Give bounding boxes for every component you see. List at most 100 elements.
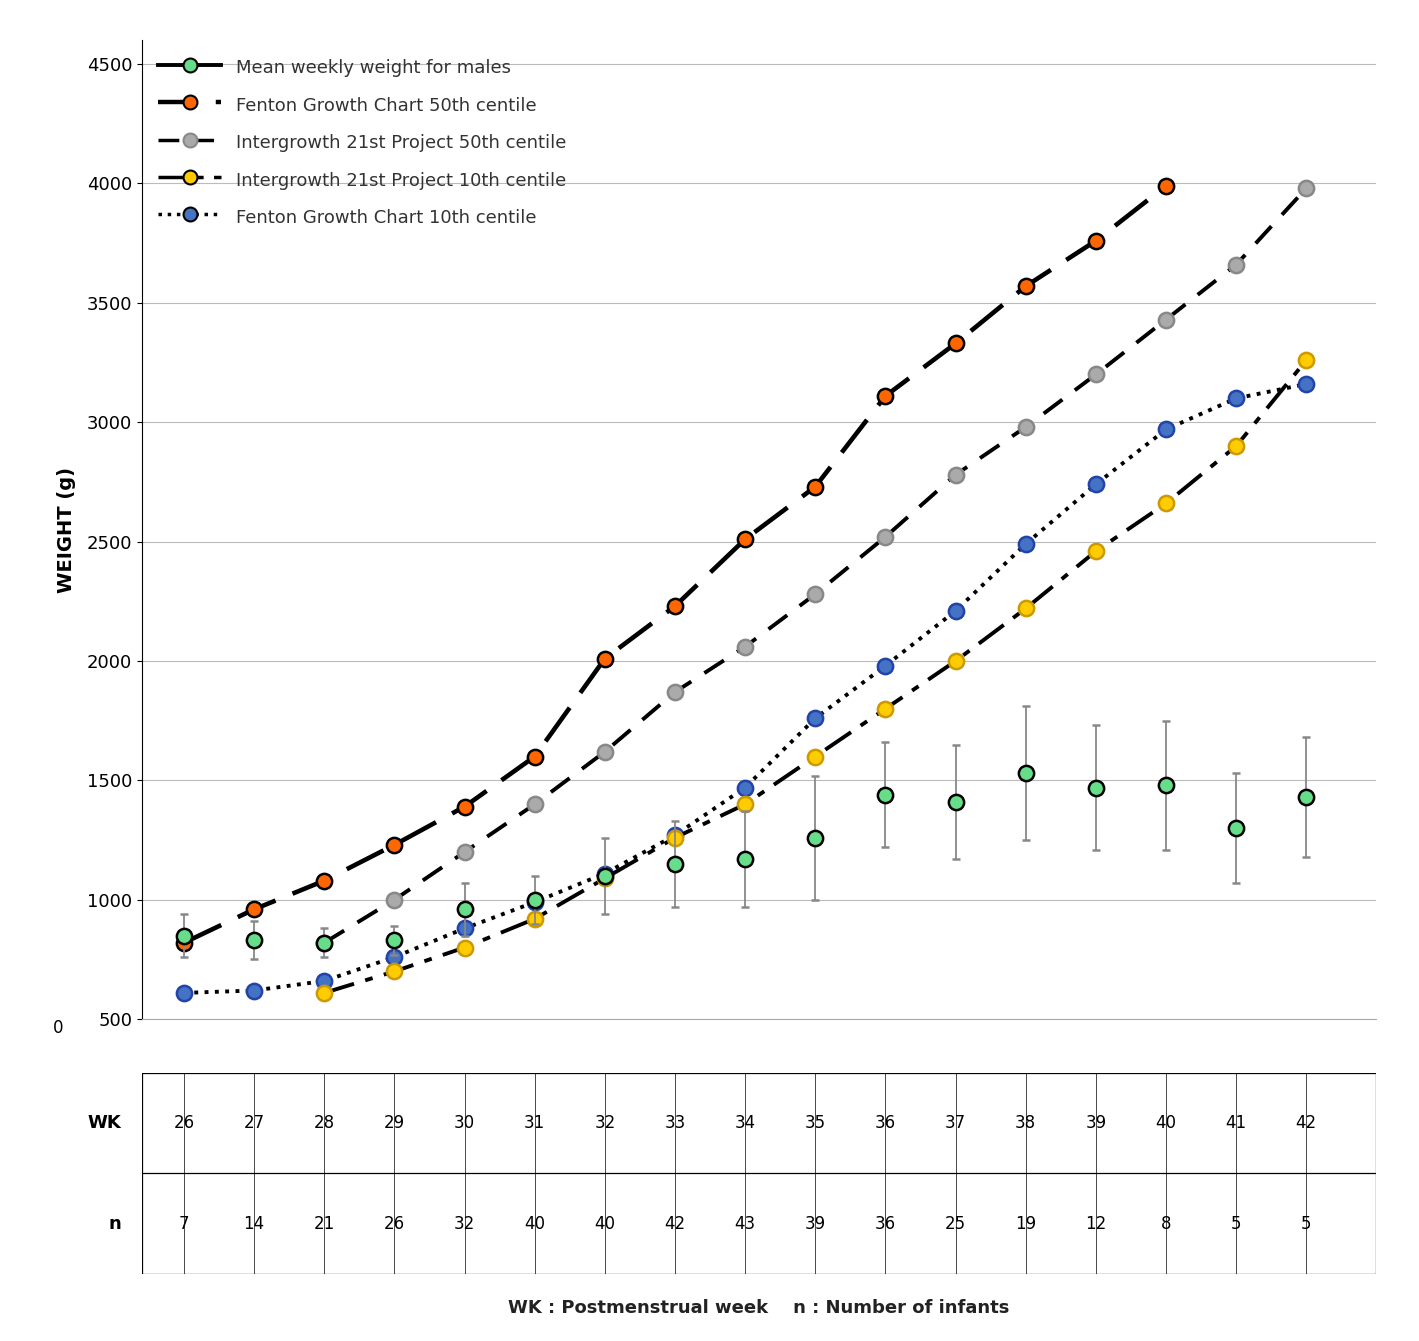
Fenton Growth Chart 50th centile	[807, 479, 824, 495]
Text: 12: 12	[1086, 1215, 1107, 1232]
Text: 19: 19	[1015, 1215, 1036, 1232]
Text: WK: WK	[87, 1114, 121, 1132]
Fenton Growth Chart 10th centile	[596, 865, 613, 881]
Fenton Growth Chart 50th centile	[245, 901, 263, 917]
Text: 32: 32	[595, 1114, 616, 1132]
Text: 36: 36	[876, 1215, 895, 1232]
Intergrowth 21st Project 50th centile	[946, 467, 964, 483]
Fenton Growth Chart 10th centile	[176, 984, 193, 1000]
Text: 26: 26	[173, 1114, 194, 1132]
Text: 41: 41	[1226, 1114, 1247, 1132]
Text: 42: 42	[1296, 1114, 1317, 1132]
Text: 0: 0	[53, 1019, 64, 1037]
Text: 39: 39	[805, 1215, 826, 1232]
Text: 38: 38	[1015, 1114, 1036, 1132]
Intergrowth 21st Project 10th centile	[316, 984, 333, 1000]
Fenton Growth Chart 50th centile	[596, 650, 613, 666]
Line: Fenton Growth Chart 50th centile: Fenton Growth Chart 50th centile	[176, 178, 1174, 951]
Fenton Growth Chart 50th centile	[1017, 278, 1034, 294]
Text: 39: 39	[1086, 1114, 1107, 1132]
Intergrowth 21st Project 10th centile	[455, 940, 473, 956]
Y-axis label: WEIGHT (g): WEIGHT (g)	[57, 467, 75, 593]
Text: 32: 32	[454, 1215, 475, 1232]
Fenton Growth Chart 10th centile	[1227, 390, 1244, 406]
Intergrowth 21st Project 10th centile	[596, 870, 613, 886]
Intergrowth 21st Project 50th centile	[667, 684, 684, 700]
Intergrowth 21st Project 50th centile	[1087, 366, 1104, 382]
Line: Intergrowth 21st Project 50th centile: Intergrowth 21st Project 50th centile	[316, 181, 1314, 951]
Intergrowth 21st Project 50th centile	[316, 935, 333, 951]
Fenton Growth Chart 50th centile	[455, 799, 473, 815]
Intergrowth 21st Project 10th centile	[526, 911, 543, 927]
Text: 42: 42	[664, 1215, 685, 1232]
Line: Intergrowth 21st Project 10th centile: Intergrowth 21st Project 10th centile	[316, 353, 1314, 1000]
Intergrowth 21st Project 10th centile	[1087, 543, 1104, 559]
Intergrowth 21st Project 10th centile	[667, 830, 684, 846]
Fenton Growth Chart 50th centile	[176, 935, 193, 951]
Intergrowth 21st Project 50th centile	[455, 843, 473, 860]
Intergrowth 21st Project 50th centile	[736, 638, 753, 654]
Text: 25: 25	[945, 1215, 966, 1232]
Intergrowth 21st Project 50th centile	[1298, 180, 1315, 196]
Text: 8: 8	[1161, 1215, 1171, 1232]
Fenton Growth Chart 10th centile	[667, 827, 684, 843]
Fenton Growth Chart 50th centile	[386, 837, 403, 853]
Fenton Growth Chart 10th centile	[946, 603, 964, 620]
Intergrowth 21st Project 10th centile	[1017, 601, 1034, 617]
Line: Fenton Growth Chart 10th centile: Fenton Growth Chart 10th centile	[176, 377, 1314, 1000]
Fenton Growth Chart 10th centile	[1298, 375, 1315, 392]
Text: 26: 26	[385, 1215, 404, 1232]
Text: 31: 31	[524, 1114, 545, 1132]
Fenton Growth Chart 50th centile	[1158, 178, 1175, 194]
Intergrowth 21st Project 50th centile	[596, 744, 613, 760]
Text: 21: 21	[314, 1215, 335, 1232]
Fenton Growth Chart 50th centile	[736, 531, 753, 547]
Fenton Growth Chart 10th centile	[877, 657, 894, 673]
Intergrowth 21st Project 10th centile	[736, 797, 753, 813]
Text: n: n	[108, 1215, 121, 1232]
Fenton Growth Chart 50th centile	[1087, 233, 1104, 249]
Text: 30: 30	[454, 1114, 475, 1132]
Text: 43: 43	[735, 1215, 756, 1232]
Intergrowth 21st Project 50th centile	[1158, 311, 1175, 327]
Fenton Growth Chart 10th centile	[245, 983, 263, 999]
Fenton Growth Chart 10th centile	[526, 894, 543, 911]
Text: 40: 40	[595, 1215, 616, 1232]
Intergrowth 21st Project 10th centile	[386, 963, 403, 979]
Text: 14: 14	[244, 1215, 265, 1232]
Fenton Growth Chart 10th centile	[807, 711, 824, 727]
Intergrowth 21st Project 50th centile	[807, 586, 824, 602]
Text: 29: 29	[385, 1114, 404, 1132]
Intergrowth 21st Project 10th centile	[877, 701, 894, 717]
Text: 28: 28	[314, 1114, 335, 1132]
Fenton Growth Chart 10th centile	[736, 779, 753, 795]
Fenton Growth Chart 50th centile	[667, 598, 684, 614]
Text: 5: 5	[1301, 1215, 1311, 1232]
Fenton Growth Chart 50th centile	[946, 335, 964, 351]
Fenton Growth Chart 10th centile	[1087, 476, 1104, 492]
Intergrowth 21st Project 50th centile	[1017, 418, 1034, 434]
Legend: Mean weekly weight for males, Fenton Growth Chart 50th centile, Intergrowth 21st: Mean weekly weight for males, Fenton Gro…	[150, 50, 573, 235]
Text: 37: 37	[945, 1114, 966, 1132]
Fenton Growth Chart 10th centile	[455, 920, 473, 936]
Intergrowth 21st Project 50th centile	[1227, 256, 1244, 272]
Text: 7: 7	[179, 1215, 189, 1232]
Fenton Growth Chart 10th centile	[316, 974, 333, 990]
Intergrowth 21st Project 50th centile	[526, 797, 543, 813]
Text: 40: 40	[524, 1215, 545, 1232]
Intergrowth 21st Project 10th centile	[1227, 439, 1244, 455]
Fenton Growth Chart 10th centile	[1158, 421, 1175, 437]
Intergrowth 21st Project 50th centile	[386, 892, 403, 908]
Text: 33: 33	[664, 1114, 685, 1132]
Fenton Growth Chart 10th centile	[1017, 536, 1034, 552]
Intergrowth 21st Project 10th centile	[1298, 353, 1315, 369]
Fenton Growth Chart 50th centile	[316, 873, 333, 889]
Text: 5: 5	[1230, 1215, 1242, 1232]
Text: 40: 40	[1155, 1114, 1176, 1132]
Fenton Growth Chart 50th centile	[526, 748, 543, 764]
Text: 36: 36	[876, 1114, 895, 1132]
Intergrowth 21st Project 10th centile	[807, 748, 824, 764]
Text: 35: 35	[805, 1114, 826, 1132]
Fenton Growth Chart 50th centile	[877, 388, 894, 404]
Text: 34: 34	[735, 1114, 756, 1132]
